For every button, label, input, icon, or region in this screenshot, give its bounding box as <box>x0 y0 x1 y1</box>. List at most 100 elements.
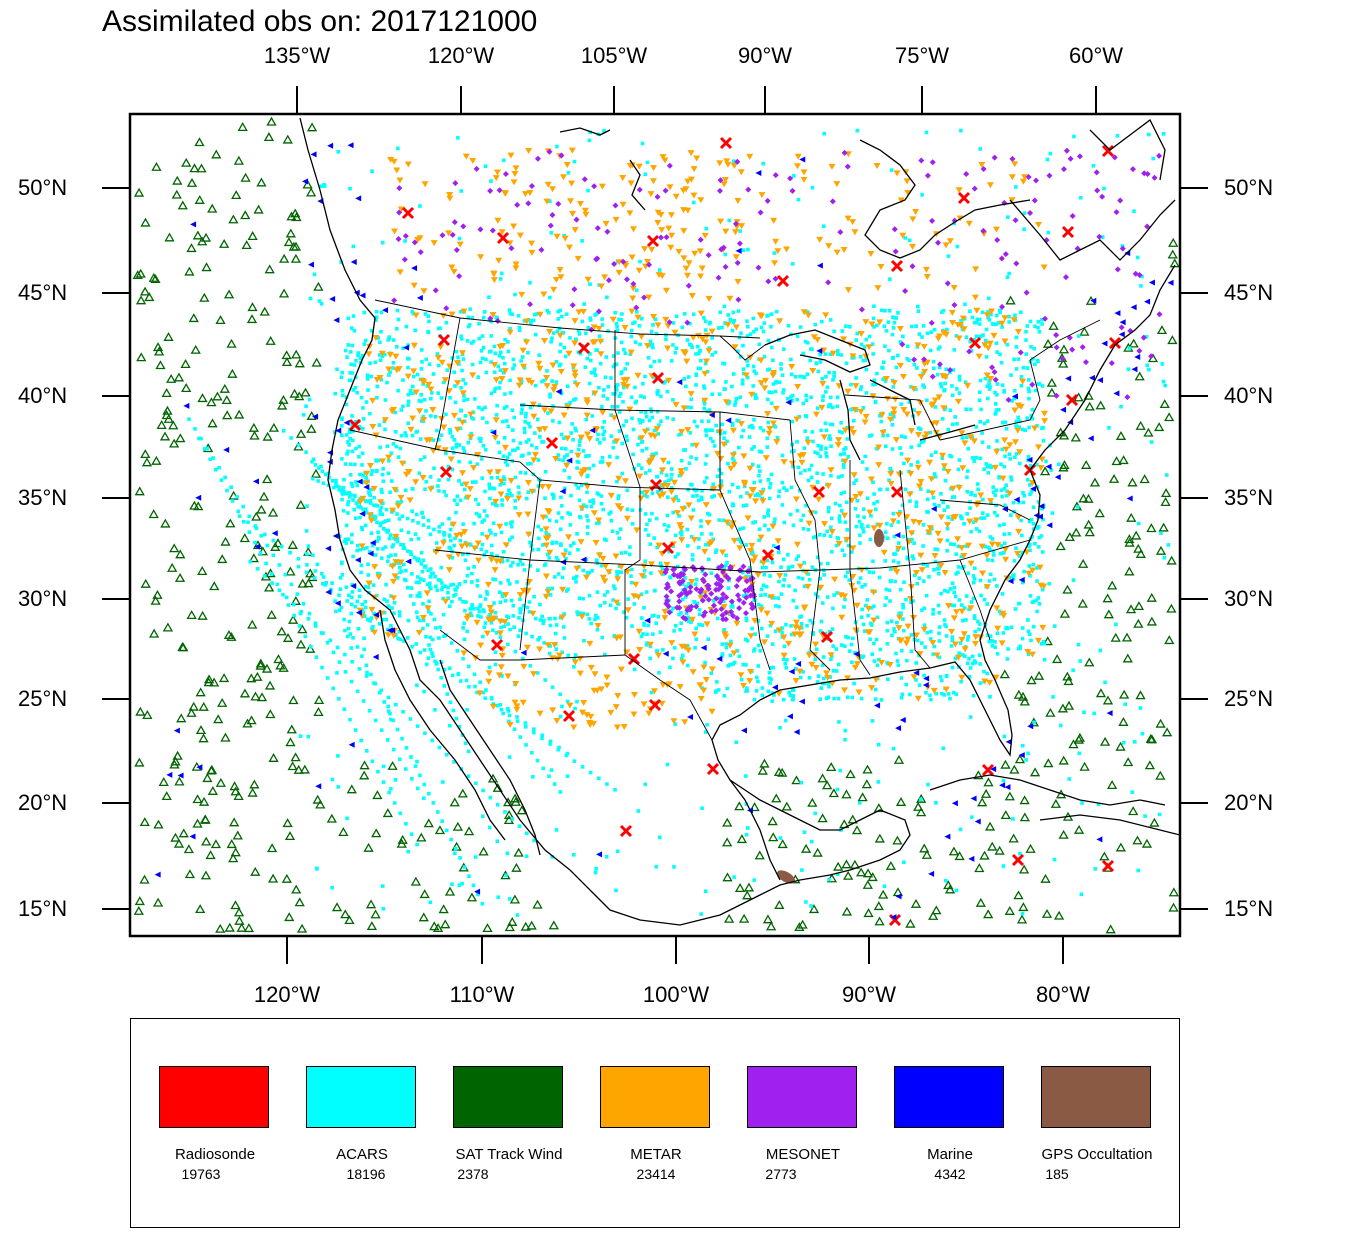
acars-marker <box>731 372 736 376</box>
acars-marker <box>1009 478 1014 482</box>
acars-marker <box>494 631 499 635</box>
acars-marker <box>370 543 375 548</box>
metar-marker <box>501 619 509 626</box>
acars-marker <box>355 689 360 694</box>
acars-marker <box>447 604 452 609</box>
metar-marker <box>704 520 712 527</box>
sat-track-wind-marker <box>241 240 252 250</box>
sat-track-wind-marker <box>164 232 175 242</box>
acars-marker <box>636 463 641 467</box>
acars-marker <box>434 541 439 545</box>
acars-marker <box>345 355 349 359</box>
metar-marker <box>688 579 696 586</box>
acars-marker <box>729 639 733 644</box>
acars-marker <box>433 574 437 579</box>
sat-track-wind-marker <box>286 724 297 734</box>
acars-marker <box>889 168 894 172</box>
acars-marker <box>623 351 628 356</box>
acars-marker <box>538 618 543 622</box>
sat-track-wind-marker <box>1135 549 1146 558</box>
acars-marker <box>700 488 704 493</box>
metar-marker <box>741 576 749 583</box>
acars-marker <box>739 677 744 682</box>
sat-track-wind-marker <box>200 232 212 242</box>
acars-marker <box>664 337 668 341</box>
acars-marker <box>449 837 453 842</box>
acars-marker <box>704 433 709 438</box>
acars-marker <box>879 698 884 702</box>
acars-marker <box>703 542 708 547</box>
sat-track-wind-marker <box>256 692 268 702</box>
acars-marker <box>722 629 726 633</box>
acars-marker <box>630 508 635 512</box>
acars-marker <box>389 623 393 628</box>
acars-marker <box>851 636 855 641</box>
acars-marker <box>779 362 783 366</box>
metar-marker <box>544 181 552 188</box>
acars-marker <box>567 475 571 480</box>
acars-marker <box>933 474 938 479</box>
acars-marker <box>1029 517 1034 522</box>
acars-marker <box>365 546 369 550</box>
acars-marker <box>903 236 908 240</box>
acars-marker <box>503 599 508 603</box>
acars-marker <box>465 573 470 578</box>
acars-marker <box>653 317 658 322</box>
acars-marker <box>833 501 838 506</box>
sat-track-wind-marker <box>980 788 992 798</box>
acars-marker <box>731 310 736 315</box>
acars-marker <box>387 536 392 541</box>
acars-marker <box>977 322 982 326</box>
acars-marker <box>418 773 422 778</box>
acars-marker <box>357 454 361 459</box>
metar-marker <box>659 491 667 498</box>
left-lat-label: 25°N <box>18 686 68 711</box>
acars-marker <box>781 657 786 662</box>
acars-marker <box>914 387 918 392</box>
sat-track-wind-marker <box>1105 924 1116 934</box>
acars-marker <box>586 473 590 478</box>
metar-marker <box>583 412 591 419</box>
acars-marker <box>473 684 477 689</box>
acars-marker <box>619 370 624 374</box>
metar-marker <box>1002 556 1010 563</box>
metar-marker <box>993 605 1001 612</box>
acars-marker <box>780 373 785 377</box>
acars-marker <box>780 480 785 485</box>
acars-marker <box>426 656 431 660</box>
metar-marker <box>776 572 784 579</box>
acars-marker <box>872 659 877 663</box>
sat-track-wind-marker <box>140 449 151 459</box>
acars-marker <box>522 426 527 431</box>
metar-marker <box>571 373 579 380</box>
acars-marker <box>363 584 368 589</box>
acars-marker <box>732 459 736 463</box>
acars-marker <box>483 621 488 625</box>
acars-marker <box>1002 486 1007 491</box>
sat-track-wind-marker <box>285 228 296 238</box>
metar-marker <box>536 646 544 653</box>
acars-marker <box>540 733 545 738</box>
acars-marker <box>354 446 358 451</box>
acars-marker <box>974 527 979 531</box>
sat-track-wind-marker <box>202 773 213 783</box>
metar-marker <box>867 251 875 258</box>
acars-marker <box>336 785 341 789</box>
metar-marker <box>760 639 768 646</box>
acars-marker <box>831 606 835 611</box>
sat-track-wind-marker <box>184 869 196 879</box>
acars-marker <box>408 594 413 598</box>
sat-track-wind-marker <box>197 566 208 576</box>
acars-marker <box>824 451 828 455</box>
acars-marker <box>782 577 786 582</box>
acars-marker <box>827 434 832 438</box>
acars-marker <box>1037 329 1042 334</box>
acars-marker <box>587 381 592 386</box>
acars-marker <box>524 854 529 859</box>
acars-marker <box>592 371 597 375</box>
sat-track-wind-marker <box>1016 914 1028 924</box>
acars-marker <box>658 630 663 635</box>
sat-track-wind-marker <box>346 784 357 794</box>
acars-marker <box>614 321 619 326</box>
metar-marker <box>981 342 989 349</box>
